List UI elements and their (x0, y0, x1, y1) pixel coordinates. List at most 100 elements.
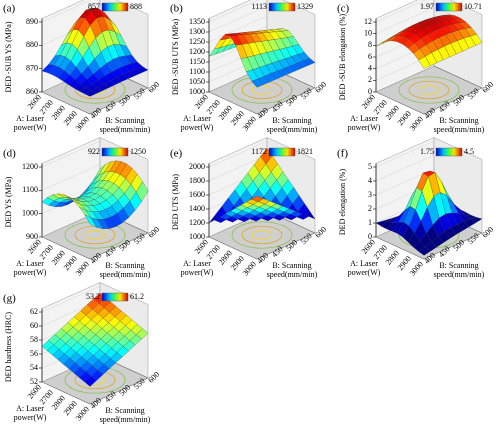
floor-contour (398, 76, 460, 104)
z-grid (375, 154, 435, 182)
z-grid (375, 7, 435, 34)
z-tick-label: 1 (368, 218, 372, 227)
z-tick-label: 2 (368, 204, 372, 213)
z-tick-label: 1150 (189, 57, 205, 66)
floor-contour (418, 85, 440, 95)
z-axis-label: DED -SUB UTS (MPa) (171, 19, 180, 96)
x-axis-label: power(W) (14, 413, 47, 422)
colorbar (101, 147, 129, 157)
z-tick-label: 1000 (22, 208, 38, 217)
y-tick-label: 600 (313, 80, 328, 95)
surface-patch (84, 90, 97, 97)
z-tick-label: 8 (368, 40, 372, 49)
colorbar (268, 2, 296, 12)
z-tick-label: 1100 (189, 67, 205, 76)
z-grid (208, 154, 268, 182)
z-tick-label: 860 (26, 87, 38, 96)
z-grid (41, 285, 101, 313)
z-tick-label: 1100 (22, 185, 38, 194)
x-axis-label: A: Laser (16, 404, 44, 413)
z-tick-label: 6 (368, 52, 372, 61)
panel-label: (a) (3, 3, 16, 15)
z-grid (208, 5, 268, 33)
y-axis-label: speed(mm/min) (267, 270, 318, 279)
surface-patch (84, 214, 97, 228)
surface-patch (418, 56, 431, 69)
colorbar (101, 2, 129, 12)
z-grid (375, 140, 435, 168)
surface-patch (251, 78, 264, 88)
x-axis-label: power(W) (14, 268, 47, 277)
x-axis-label: A: Laser (183, 259, 211, 268)
y-tick-label: 600 (480, 225, 495, 240)
floor-contour (231, 221, 293, 249)
x-axis-label: power(W) (181, 268, 214, 277)
y-tick-label: 600 (146, 225, 161, 240)
x-axis-label: A: Laser (16, 114, 44, 123)
colorbar-min: 1.97 (420, 2, 434, 11)
z-tick-label: 1600 (189, 190, 205, 199)
colorbar-max: 4.5 (464, 147, 474, 156)
floor-contour (251, 85, 273, 95)
y-axis-label: speed(mm/min) (100, 125, 151, 134)
panel-label: (g) (3, 293, 16, 305)
x-axis-label: A: Laser (183, 114, 211, 123)
z-grid (41, 164, 101, 191)
floor-contour (251, 230, 273, 240)
floor-contour (408, 80, 450, 100)
z-tick-label: 1400 (189, 204, 205, 213)
y-axis-label: B: Scanning (439, 116, 478, 125)
y-axis-label: speed(mm/min) (100, 270, 151, 279)
floor-contour (84, 230, 106, 240)
y-tick-label: 600 (313, 225, 328, 240)
z-tick-label: 1300 (189, 27, 205, 36)
colorbar (435, 147, 463, 157)
z-tick-label: 58 (30, 335, 38, 344)
panel-label: (d) (3, 148, 16, 160)
z-tick-label: 52 (30, 377, 38, 386)
z-grid (375, 0, 426, 23)
z-tick-label: 1200 (22, 162, 38, 171)
colorbar (435, 2, 463, 12)
z-tick-label: 3 (368, 190, 372, 199)
z-tick-label: 1050 (189, 77, 205, 86)
z-tick-label: 1250 (189, 37, 205, 46)
y-axis-label: B: Scanning (439, 261, 478, 270)
x-axis-label: A: Laser (350, 259, 378, 268)
z-tick-label: 4 (368, 176, 372, 185)
y-tick-label: 600 (480, 80, 495, 95)
y-axis-label: B: Scanning (105, 406, 144, 415)
y-axis-label: B: Scanning (272, 116, 311, 125)
colorbar-min: 53.2 (86, 292, 100, 301)
colorbar-max: 1821 (297, 147, 313, 156)
z-tick-label: 1200 (189, 218, 205, 227)
z-tick-label: 2000 (189, 162, 205, 171)
colorbar-min: 1.75 (420, 147, 434, 156)
z-axis-label: DED hardness (HRC) (4, 312, 13, 383)
z-tick-label: 60 (30, 321, 38, 330)
z-axis-label: DED YS (MPa) (4, 176, 13, 227)
z-tick-label: 880 (26, 40, 38, 49)
surface-patch (418, 246, 431, 256)
colorbar-max: 10.71 (464, 2, 482, 11)
z-axis-label: DED UTS (MPa) (171, 174, 180, 230)
z-tick-label: 870 (26, 63, 38, 72)
y-axis-label: B: Scanning (105, 116, 144, 125)
z-tick-label: 1200 (189, 47, 205, 56)
x-axis-label: power(W) (14, 123, 47, 132)
colorbar-max: 1250 (130, 147, 146, 156)
z-tick-label: 54 (30, 363, 38, 372)
y-axis-label: B: Scanning (105, 261, 144, 270)
z-tick-label: 12 (364, 17, 372, 26)
z-axis-label: DED elongation (%) (338, 169, 347, 236)
z-grid (41, 140, 101, 168)
z-grid (375, 65, 435, 93)
z-tick-label: 10 (364, 28, 372, 37)
